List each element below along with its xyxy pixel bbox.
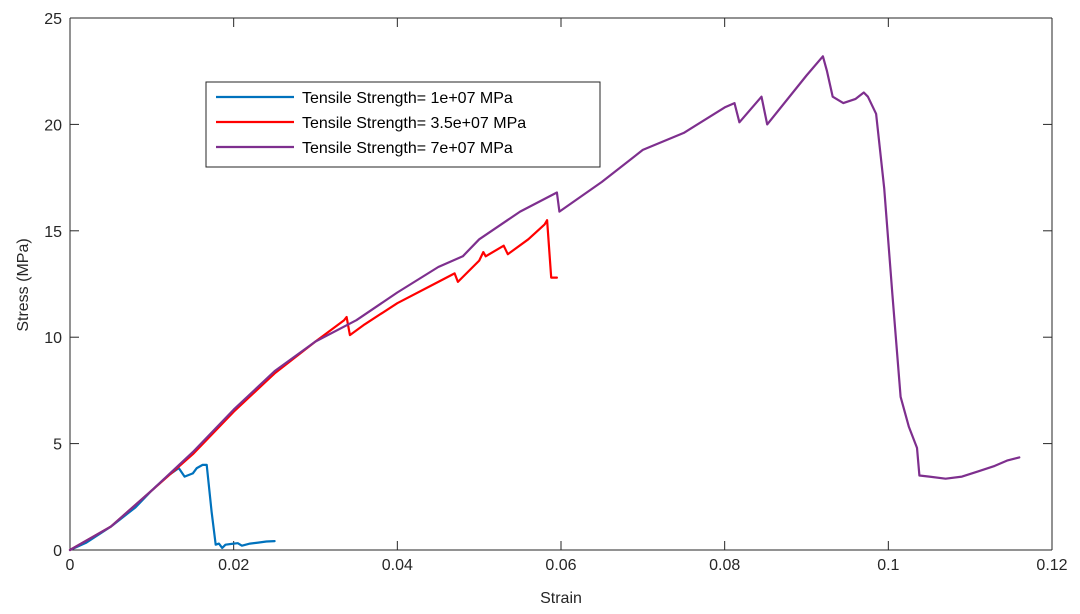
y-tick-label: 20 bbox=[44, 117, 62, 134]
x-tick-label: 0.06 bbox=[545, 557, 576, 574]
x-tick-label: 0.12 bbox=[1036, 557, 1067, 574]
series-line-3 bbox=[68, 55, 1021, 552]
x-tick-label: 0.08 bbox=[709, 557, 740, 574]
x-tick-label: 0.1 bbox=[877, 557, 899, 574]
x-tick-label: 0 bbox=[66, 557, 75, 574]
legend: Tensile Strength= 1e+07 MPa Tensile Stren… bbox=[205, 81, 601, 168]
series-layer bbox=[68, 55, 1021, 552]
legend-label: Tensile Strength= 3.5e+07 MPa bbox=[302, 115, 526, 132]
y-tick-label: 15 bbox=[44, 224, 62, 241]
x-axis-label: Strain bbox=[540, 590, 582, 607]
x-tick-label: 0.02 bbox=[218, 557, 249, 574]
axes-layer: 0 0.02 0.04 0.06 0.08 0.1 0.12 0 5 10 15 20 25 bbox=[44, 11, 1067, 574]
x-tick-label: 0.04 bbox=[382, 557, 413, 574]
legend-label: Tensile Strength= 7e+07 MPa bbox=[302, 140, 513, 157]
series-line-1 bbox=[68, 463, 276, 552]
y-tick-label: 0 bbox=[53, 543, 62, 560]
y-tick-label: 5 bbox=[53, 437, 62, 454]
legend-label: Tensile Strength= 1e+07 MPa bbox=[302, 90, 513, 107]
y-tick-label: 10 bbox=[44, 330, 62, 347]
y-tick-label: 25 bbox=[44, 11, 62, 28]
y-axis-label: Stress (MPa) bbox=[15, 238, 32, 331]
series-line-2 bbox=[68, 219, 559, 552]
